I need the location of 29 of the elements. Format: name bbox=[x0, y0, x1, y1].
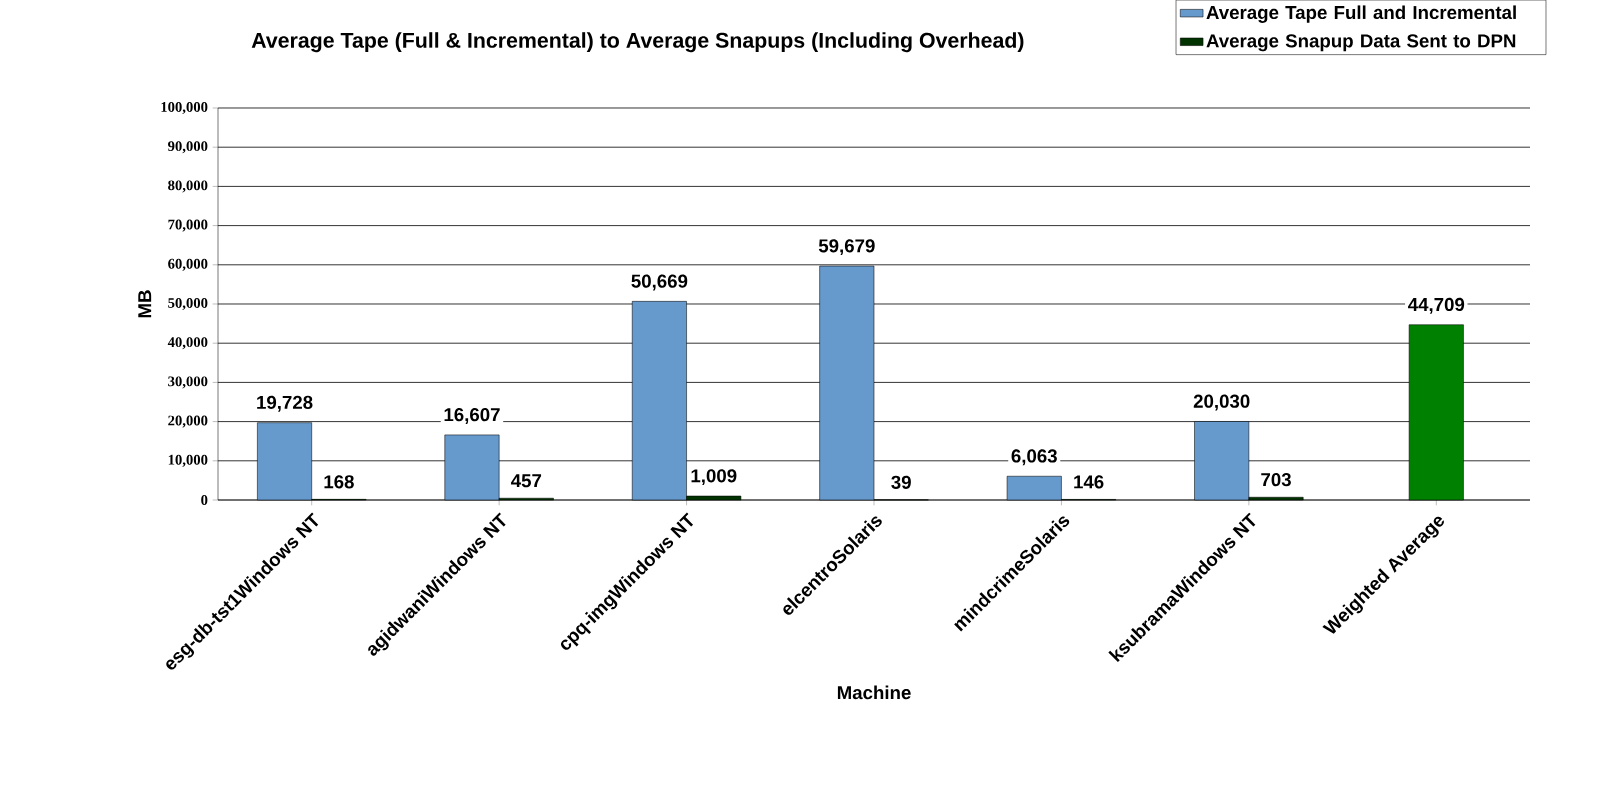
y-tick-label: 90,000 bbox=[168, 141, 208, 154]
y-tick-label: 100,000 bbox=[161, 102, 208, 115]
data-label: 457 bbox=[511, 474, 542, 488]
y-tick-label: 30,000 bbox=[168, 376, 208, 389]
x-axis-title: Machine bbox=[837, 685, 911, 700]
data-label: 6,063 bbox=[1011, 449, 1057, 466]
data-label: 16,607 bbox=[444, 408, 500, 424]
y-tick-label: 40,000 bbox=[167, 337, 208, 350]
y-tick-label: 0 bbox=[201, 495, 208, 505]
data-label: 146 bbox=[1074, 475, 1104, 489]
y-axis-title: MB bbox=[138, 290, 152, 318]
data-label: 50,669 bbox=[631, 274, 688, 291]
data-label: 20,030 bbox=[1193, 394, 1250, 411]
data-label: 168 bbox=[324, 475, 354, 489]
y-tick-label: 80,000 bbox=[168, 180, 208, 193]
data-label: 44,709 bbox=[1408, 297, 1465, 314]
data-label: 39 bbox=[891, 475, 911, 489]
legend-label: Average Tape Full and Incremental bbox=[1206, 5, 1516, 23]
y-tick-label: 20,000 bbox=[168, 415, 208, 428]
y-tick-label: 60,000 bbox=[168, 258, 208, 271]
y-tick-label: 10,000 bbox=[168, 454, 208, 467]
data-label: 703 bbox=[1261, 473, 1291, 487]
y-tick-label: 70,000 bbox=[168, 219, 208, 232]
data-label: 59,679 bbox=[818, 239, 875, 256]
chart-title: Average Tape (Full & Incremental) to Average Snapups (Including Overhead) bbox=[251, 32, 1024, 53]
data-label: 19,728 bbox=[257, 395, 313, 412]
y-tick-label: 50,000 bbox=[168, 298, 208, 311]
data-label: 1,009 bbox=[691, 469, 737, 486]
legend-label: Average Snapup Data Sent to DPN bbox=[1206, 34, 1516, 52]
